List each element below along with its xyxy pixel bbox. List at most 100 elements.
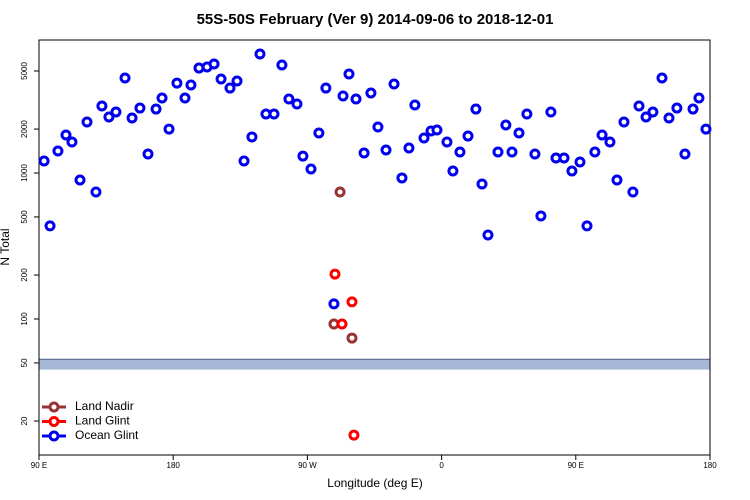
data-point <box>346 296 358 308</box>
data-point <box>380 144 392 156</box>
y-tick-label: 200 <box>20 268 29 282</box>
data-point <box>627 186 639 198</box>
data-point <box>254 48 266 60</box>
data-point <box>215 73 227 85</box>
data-point <box>679 148 691 160</box>
data-point <box>337 90 349 102</box>
data-point <box>447 165 459 177</box>
data-point <box>291 98 303 110</box>
data-point <box>529 148 541 160</box>
data-point <box>66 136 78 148</box>
legend-marker <box>48 430 60 442</box>
data-point <box>358 147 370 159</box>
data-point <box>700 123 712 135</box>
data-point <box>231 75 243 87</box>
data-point <box>535 210 547 222</box>
data-point <box>52 145 64 157</box>
data-point <box>329 268 341 280</box>
y-tick-label: 2000 <box>20 120 29 138</box>
data-point <box>103 111 115 123</box>
data-point <box>482 229 494 241</box>
data-point <box>441 136 453 148</box>
data-point <box>462 130 474 142</box>
data-point <box>350 93 362 105</box>
data-point <box>558 152 570 164</box>
data-point <box>409 99 421 111</box>
data-point <box>185 79 197 91</box>
x-tick-label: 90 W <box>298 461 317 470</box>
data-point <box>581 220 593 232</box>
data-point <box>506 146 518 158</box>
data-point <box>545 106 557 118</box>
data-point <box>38 155 50 167</box>
data-point <box>156 92 168 104</box>
data-point <box>81 116 93 128</box>
data-point <box>611 174 623 186</box>
data-point <box>90 186 102 198</box>
x-tick-label: 180 <box>167 461 181 470</box>
data-point <box>476 178 488 190</box>
data-point <box>283 93 295 105</box>
y-tick-label: 100 <box>20 312 29 326</box>
data-point <box>566 165 578 177</box>
data-point <box>388 78 400 90</box>
threshold-band <box>39 359 710 370</box>
x-tick-label: 90 E <box>568 461 584 470</box>
data-point <box>618 116 630 128</box>
y-tick-label: 5000 <box>20 62 29 80</box>
data-point <box>500 119 512 131</box>
legend-marker <box>48 416 60 427</box>
data-point <box>297 150 309 162</box>
data-point <box>208 58 220 70</box>
x-tick-label: 180 <box>703 461 717 470</box>
data-point <box>513 127 525 139</box>
legend-marker <box>48 401 60 413</box>
data-point <box>693 92 705 104</box>
data-point <box>656 72 668 84</box>
data-point <box>521 108 533 120</box>
y-tick-label: 50 <box>20 358 29 367</box>
data-point <box>348 429 360 441</box>
data-point <box>589 146 601 158</box>
data-point <box>163 123 175 135</box>
data-point <box>687 103 699 115</box>
data-point <box>396 172 408 184</box>
legend-label: Ocean Glint <box>75 428 139 442</box>
data-point <box>574 156 586 168</box>
x-axis-label: Longitude (deg E) <box>327 476 422 490</box>
data-point <box>454 146 466 158</box>
data-point <box>224 82 236 94</box>
plot-frame <box>38 39 711 456</box>
data-point <box>60 129 72 141</box>
data-point <box>305 163 317 175</box>
data-point <box>44 220 56 232</box>
y-tick-label: 1000 <box>20 164 29 182</box>
data-point <box>150 103 162 115</box>
data-point <box>604 136 616 148</box>
data-point <box>671 102 683 114</box>
data-point <box>96 100 108 112</box>
data-point <box>238 155 250 167</box>
data-point <box>346 332 358 344</box>
data-point <box>633 100 645 112</box>
data-point <box>142 148 154 160</box>
data-point <box>246 131 258 143</box>
data-point <box>334 186 346 198</box>
data-point <box>126 112 138 124</box>
data-point <box>74 174 86 186</box>
y-tick-label: 500 <box>20 210 29 224</box>
data-point <box>171 77 183 89</box>
legend-label: Land Nadir <box>75 399 134 413</box>
data-point <box>119 72 131 84</box>
data-point <box>663 112 675 124</box>
data-point <box>276 59 288 71</box>
legend-label: Land Glint <box>75 414 130 428</box>
y-tick-label: 20 <box>20 416 29 425</box>
data-point <box>336 318 348 330</box>
data-point <box>134 102 146 114</box>
chart-title: 55S-50S February (Ver 9) 2014-09-06 to 2… <box>197 11 554 28</box>
data-point <box>431 124 443 136</box>
x-tick-label: 0 <box>439 461 444 470</box>
